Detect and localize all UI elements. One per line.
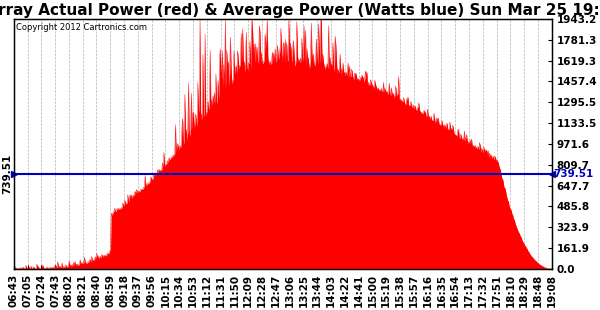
Text: Copyright 2012 Cartronics.com: Copyright 2012 Cartronics.com [16, 23, 148, 32]
Title: East Array Actual Power (red) & Average Power (Watts blue) Sun Mar 25 19:12: East Array Actual Power (red) & Average … [0, 3, 600, 18]
Text: 739.51: 739.51 [2, 154, 13, 194]
Text: 739.51: 739.51 [553, 169, 593, 179]
